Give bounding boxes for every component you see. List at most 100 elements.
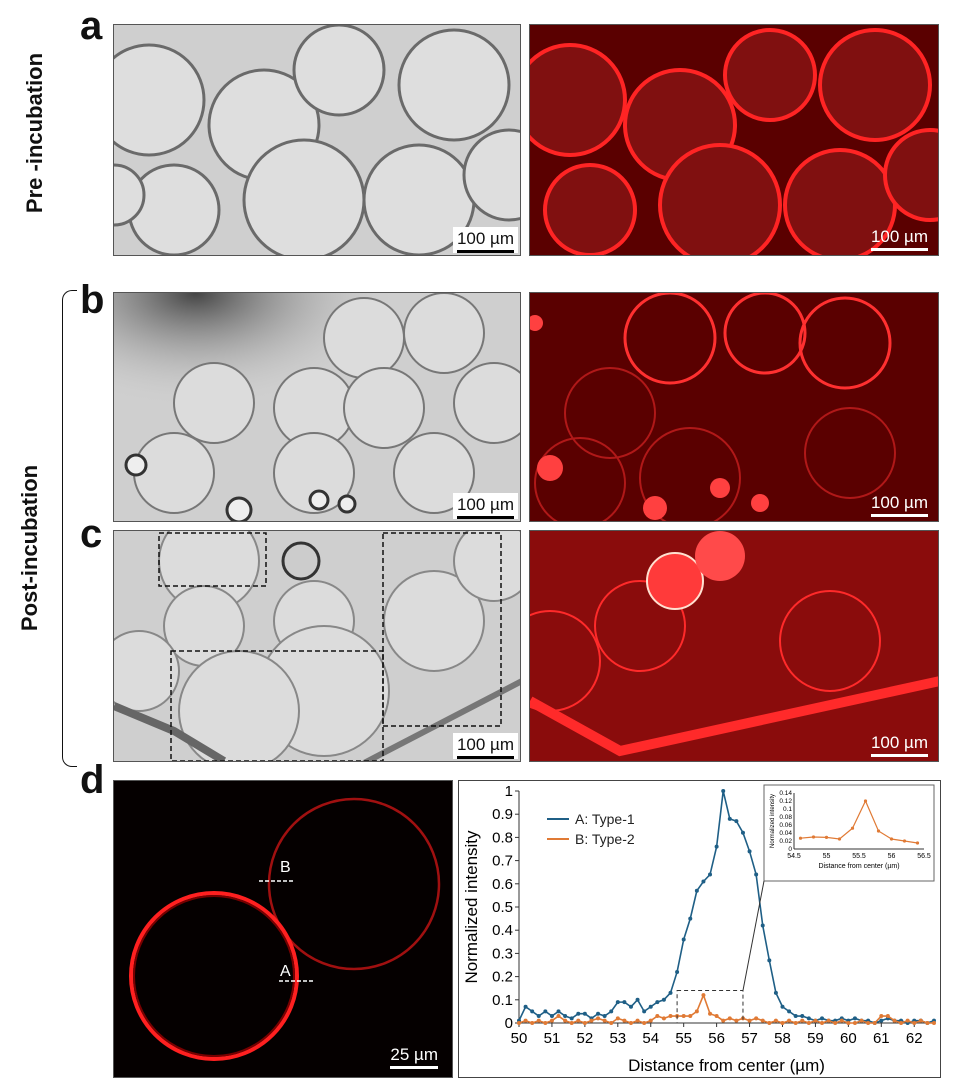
data-point (523, 1018, 528, 1023)
x-tick-label: 53 (609, 1030, 626, 1047)
data-point (688, 1014, 693, 1019)
inset-y-tick-label: 0.02 (779, 838, 792, 845)
inset-data-point (824, 835, 829, 839)
data-point (576, 1011, 581, 1016)
data-point (701, 879, 706, 884)
data-point (780, 1004, 785, 1009)
data-point (556, 1014, 561, 1019)
data-point (569, 1021, 574, 1025)
data-point (708, 1011, 713, 1016)
scale-bar-line (870, 754, 928, 757)
data-point (589, 1018, 594, 1023)
y-tick-label: 0.8 (492, 829, 513, 846)
panel-letter-a: a (80, 4, 103, 48)
inset-data-point (811, 835, 816, 839)
data-point (852, 1016, 857, 1021)
data-point (609, 1021, 614, 1025)
inset-y-tick-label: 0.06 (779, 822, 792, 829)
inset-data-point (889, 837, 894, 841)
inset-connector (742, 880, 765, 991)
data-point (846, 1021, 851, 1025)
data-point (596, 1016, 601, 1021)
data-point (767, 1021, 772, 1025)
data-point (793, 1014, 798, 1019)
data-point (839, 1018, 844, 1023)
fluorescence-image-pre: 100 µm (529, 24, 939, 256)
data-point (635, 1018, 640, 1023)
data-point (655, 1014, 660, 1019)
inset-frame (763, 784, 935, 882)
data-point (628, 1021, 633, 1025)
inset-x-tick-label: 56 (888, 853, 896, 860)
data-point (747, 1018, 752, 1023)
data-point (773, 990, 778, 995)
panel-letter-d: d (80, 758, 105, 802)
x-axis-title: Distance from center (µm) (628, 1056, 825, 1075)
x-tick-label: 58 (774, 1030, 791, 1047)
data-point (576, 1018, 581, 1023)
data-point (602, 1014, 607, 1019)
scale-bar-100um: 100 µm (867, 225, 932, 251)
x-tick-label: 59 (807, 1030, 824, 1047)
y-tick-label: 0.1 (492, 992, 513, 1009)
data-point (721, 789, 726, 793)
y-tick-label: 0.6 (492, 876, 513, 893)
data-point (820, 1021, 825, 1025)
data-point (549, 1014, 554, 1019)
inset-data-point (902, 839, 907, 843)
marker-a-label: A (280, 963, 291, 980)
inset-x-tick-label: 55.5 (852, 853, 866, 860)
data-point (885, 1014, 890, 1019)
data-point (714, 844, 719, 849)
inset-data-point (850, 826, 855, 830)
data-point (727, 816, 732, 821)
data-point (773, 1018, 778, 1023)
x-tick-label: 62 (906, 1030, 923, 1047)
data-point (635, 997, 640, 1002)
data-point (806, 1021, 811, 1025)
scale-bar-label: 100 µm (456, 495, 514, 514)
data-point (615, 1016, 620, 1021)
inset-y-tick-label: 0.14 (779, 790, 792, 797)
data-point (536, 1018, 541, 1023)
data-point (859, 1018, 864, 1023)
inset-y-tick-label: 0 (788, 846, 792, 853)
scale-bar-label: 100 µm (456, 229, 514, 248)
data-point (596, 1011, 601, 1016)
data-point (892, 1018, 897, 1023)
data-point (806, 1016, 811, 1021)
data-point (648, 1018, 653, 1023)
scale-bar-line (390, 1066, 438, 1069)
x-tick-label: 51 (544, 1030, 561, 1047)
scale-bar-label: 100 µm (870, 227, 928, 246)
scale-bar-100um: 100 µm (452, 733, 518, 759)
scale-bar-line (456, 516, 514, 519)
x-tick-label: 57 (741, 1030, 758, 1047)
data-point (826, 1018, 831, 1023)
panel-letter-c: c (80, 512, 103, 556)
data-point (925, 1021, 930, 1025)
scale-bar-line (456, 250, 514, 253)
post-incubation-label: Post-incubation (17, 464, 42, 632)
data-point (754, 872, 759, 877)
zoom-region-box (676, 990, 744, 1024)
data-point (760, 1018, 765, 1023)
brightfield-image-pre: 100 µm (113, 24, 521, 256)
y-tick-label: 0.4 (492, 922, 513, 939)
y-tick-label: 0.5 (492, 899, 513, 916)
data-point (549, 1018, 554, 1023)
y-tick-label: 0.3 (492, 945, 513, 962)
data-point (681, 1014, 686, 1019)
data-point (582, 1011, 587, 1016)
data-point (800, 1014, 805, 1019)
inset-data-point (837, 837, 842, 841)
fluorescence-image-post-b: 100 µm (529, 292, 939, 522)
data-point (661, 997, 666, 1002)
data-point (530, 1021, 535, 1025)
data-point (787, 1018, 792, 1023)
data-point (734, 819, 739, 824)
scale-bar-label: 100 µm (456, 735, 514, 754)
intensity-profile-chart: 50 51 52 53 54 55 56 57 58 59 60 61 62 0 0.1 0.2 0.3 0.4 0… (458, 780, 941, 1078)
data-point (648, 1004, 653, 1009)
data-point (833, 1021, 838, 1025)
